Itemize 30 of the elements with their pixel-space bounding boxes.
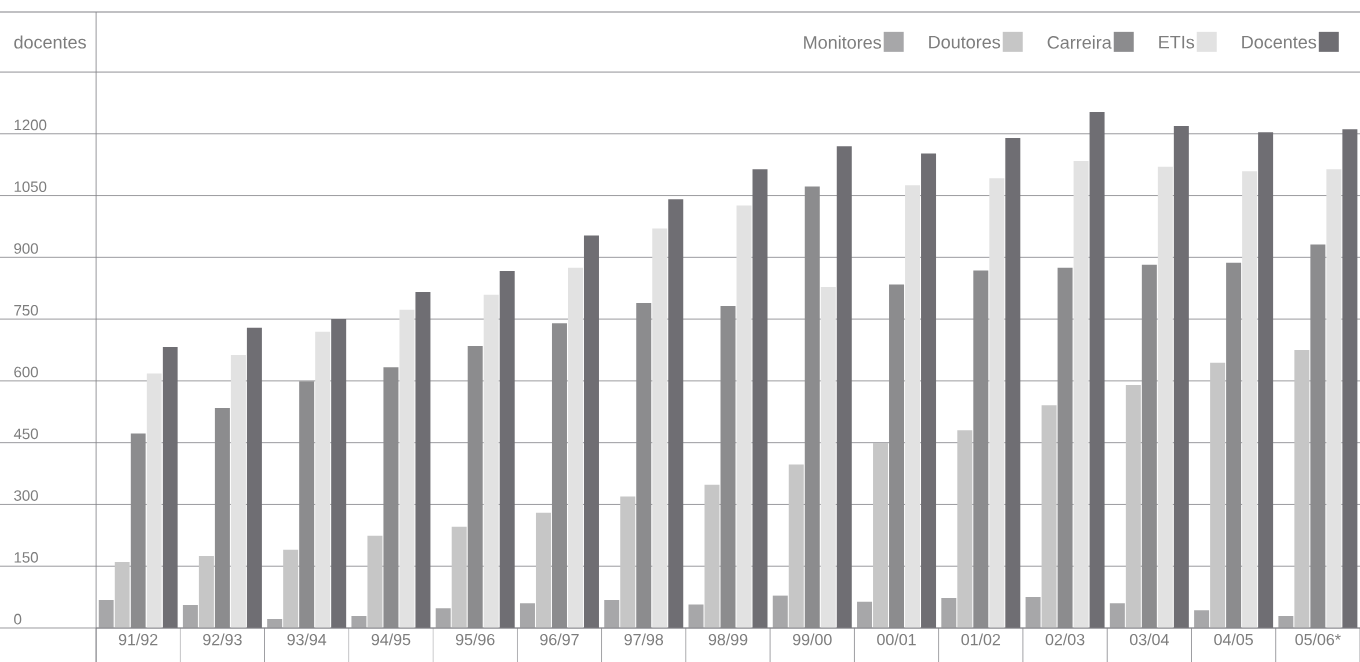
x-tick-label: 00/01 xyxy=(877,633,916,646)
x-tick-label: 05/06* xyxy=(1295,633,1341,646)
x-tick-label: 95/96 xyxy=(455,633,495,646)
y-tick-label: 1200 xyxy=(14,119,47,131)
x-tick-label: 96/97 xyxy=(540,633,579,646)
legend-label: Docentes xyxy=(1242,35,1317,49)
x-tick-label: 91/92 xyxy=(118,633,158,646)
x-tick-label: 01/02 xyxy=(961,633,1001,646)
x-tick-label: 93/94 xyxy=(287,633,327,646)
x-tick-label: 03/04 xyxy=(1129,633,1169,646)
legend-label: Carreira xyxy=(1047,35,1112,49)
y-tick-label: 300 xyxy=(14,490,38,501)
y-tick-label: 450 xyxy=(13,428,38,440)
x-tick-label: 99/00 xyxy=(793,633,832,646)
x-tick-label: 94/95 xyxy=(371,633,411,646)
legend-label: ETIs xyxy=(1159,35,1195,49)
y-tick-label: 0 xyxy=(14,613,22,625)
x-tick-label: 92/93 xyxy=(203,633,242,646)
y-tick-label: 150 xyxy=(14,552,38,563)
x-tick-label: 97/98 xyxy=(624,633,664,646)
y-tick-label: 600 xyxy=(14,366,38,378)
y-tick-label: 1050 xyxy=(14,181,47,193)
x-tick-label: 02/03 xyxy=(1045,633,1085,646)
y-tick-label: 750 xyxy=(14,304,38,316)
legend-label: Doutores xyxy=(929,35,1001,49)
x-tick-label: 98/99 xyxy=(708,633,748,646)
y-tick-label: 900 xyxy=(14,243,38,254)
legend-label: Monitores xyxy=(804,35,882,49)
x-tick-label: 04/05 xyxy=(1214,633,1253,646)
y-axis-title: docentes xyxy=(14,35,86,49)
